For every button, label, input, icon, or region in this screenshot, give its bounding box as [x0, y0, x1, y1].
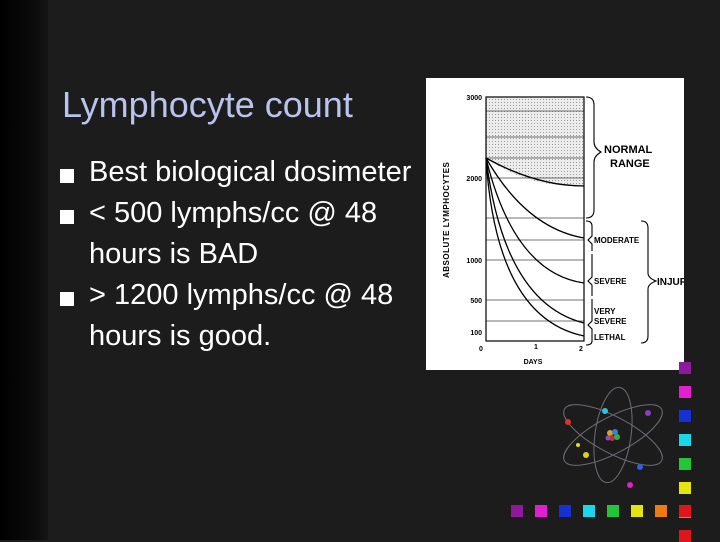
- y-tick-label: 500: [470, 298, 482, 305]
- color-square: [679, 362, 691, 374]
- y-tick-label: 100: [470, 330, 482, 337]
- bullet-list: Best biological dosimeter < 500 lymphs/c…: [60, 152, 420, 357]
- color-square: [679, 410, 691, 422]
- y-tick-label: 2000: [466, 176, 482, 183]
- lymphocyte-figure: ABSOLUTE LYMPHOCYTES 3000 2000 1000 500 …: [426, 78, 684, 370]
- color-square: [535, 505, 547, 517]
- bullet-item: > 1200 lymphs/cc @ 48 hours is good.: [60, 275, 420, 357]
- color-square: [559, 505, 571, 517]
- color-square: [679, 505, 691, 517]
- normal-range-label: RANGE: [610, 158, 650, 170]
- moderate-bracket: [585, 220, 593, 251]
- x-tick-label: 1: [534, 344, 538, 351]
- zone-label-moderate: MODERATE: [594, 236, 640, 245]
- decline-curve: [485, 157, 585, 284]
- square-bullet-icon: [60, 210, 74, 224]
- zone-label-lethal: LETHAL: [594, 333, 626, 342]
- bullet-text: Best biological dosimeter: [89, 156, 412, 188]
- left-dark-band: [0, 0, 48, 540]
- severe-bracket: [587, 254, 593, 296]
- decline-curve: [485, 157, 585, 337]
- color-square: [679, 458, 691, 470]
- decline-curve: [485, 157, 585, 239]
- plot-frame: [485, 96, 585, 342]
- color-square: [511, 505, 523, 517]
- curve-band-shading: [486, 158, 584, 187]
- normal-range-bracket: [585, 96, 603, 219]
- x-tick-label: 2: [579, 346, 583, 353]
- color-square: [679, 530, 691, 542]
- square-bullet-icon: [60, 292, 74, 306]
- x-tick-label: 0: [479, 346, 483, 353]
- zone-label-very-severe: SEVERE: [594, 317, 627, 326]
- square-bullet-icon: [60, 169, 74, 183]
- bullet-item: < 500 lymphs/cc @ 48 hours is BAD: [60, 193, 420, 275]
- zone-label-very-severe: VERY: [594, 307, 616, 316]
- y-axis-label: ABSOLUTE LYMPHOCYTES: [442, 161, 451, 278]
- lethal-bracket: [585, 299, 593, 346]
- color-square: [583, 505, 595, 517]
- y-tick-label: 3000: [466, 95, 482, 102]
- y-tick-label: 1000: [466, 258, 482, 265]
- color-square: [679, 386, 691, 398]
- bullet-item: Best biological dosimeter: [60, 152, 420, 193]
- bullet-text: > 1200 lymphs/cc @ 48 hours is good.: [89, 279, 394, 352]
- normal-range-label: NORMAL: [604, 144, 653, 156]
- zone-label-severe: SEVERE: [594, 277, 627, 286]
- decline-curve: [485, 157, 585, 324]
- color-square: [607, 505, 619, 517]
- color-square: [655, 505, 667, 517]
- normal-range-shading: [486, 97, 584, 158]
- injury-bracket: [640, 220, 658, 344]
- color-square: [679, 434, 691, 446]
- injury-label: INJURY: [657, 277, 684, 288]
- decline-curve: [485, 157, 585, 187]
- x-axis-label: DAYS: [524, 359, 543, 366]
- bullet-text: < 500 lymphs/cc @ 48 hours is BAD: [89, 197, 378, 270]
- color-square: [631, 505, 643, 517]
- color-square: [679, 482, 691, 494]
- slide-title: Lymphocyte count: [62, 84, 353, 125]
- lymphocyte-figure-graphic: ABSOLUTE LYMPHOCYTES 3000 2000 1000 500 …: [442, 95, 684, 366]
- atom-icon: [563, 386, 663, 488]
